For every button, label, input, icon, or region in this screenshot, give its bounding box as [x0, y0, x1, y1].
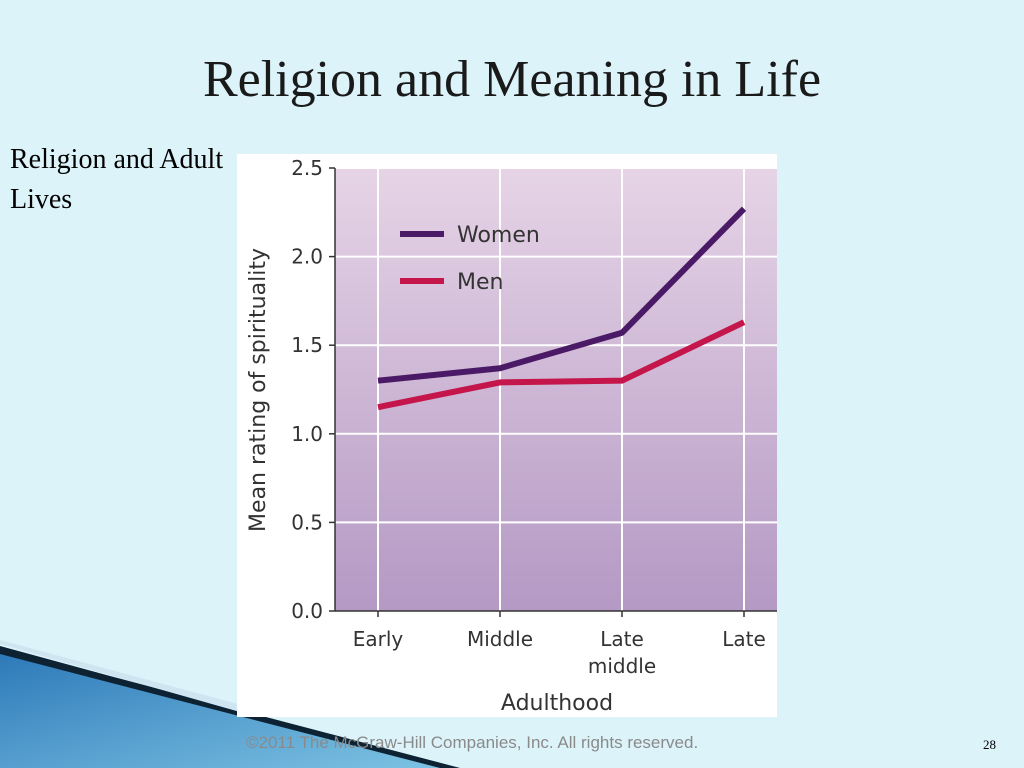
- y-tick-label: 1.0: [291, 422, 323, 446]
- x-tick-label: Late: [722, 627, 766, 651]
- corner-decoration: [0, 640, 460, 768]
- x-axis-title: Adulthood: [501, 691, 613, 716]
- x-tick-label: Middle: [467, 627, 533, 651]
- plot-area: [335, 168, 777, 611]
- legend-label-women: Women: [457, 223, 540, 248]
- side-caption: Religion and Adult Lives: [10, 144, 224, 215]
- y-tick-label: 0.0: [291, 599, 323, 623]
- y-tick-label: 1.5: [291, 333, 323, 357]
- copyright-notice: ©2011 The McGraw-Hill Companies, Inc. Al…: [246, 733, 699, 752]
- spirituality-line-chart: 0.0 0.5 1.0 1.5 2.0 2.5 Early Middle Late middle L…: [246, 156, 777, 716]
- y-tick-label: 2.5: [291, 156, 323, 180]
- page-number: 28: [983, 737, 996, 752]
- series-line-women: [377, 206, 747, 384]
- slide-title: Religion and Meaning in Life: [202, 51, 822, 108]
- x-tick-label: Late middle: [588, 627, 656, 678]
- y-axis-title: Mean rating of spirituality: [246, 248, 271, 532]
- legend-label-men: Men: [457, 270, 503, 295]
- chart-panel: 0.0 0.5 1.0 1.5 2.0 2.5 Early Middle Late middle L…: [237, 154, 777, 717]
- y-tick-label: 0.5: [291, 510, 323, 534]
- series-line-men: [377, 319, 746, 411]
- x-tick-label: Early: [353, 627, 404, 651]
- y-tick-label: 2.0: [291, 245, 323, 269]
